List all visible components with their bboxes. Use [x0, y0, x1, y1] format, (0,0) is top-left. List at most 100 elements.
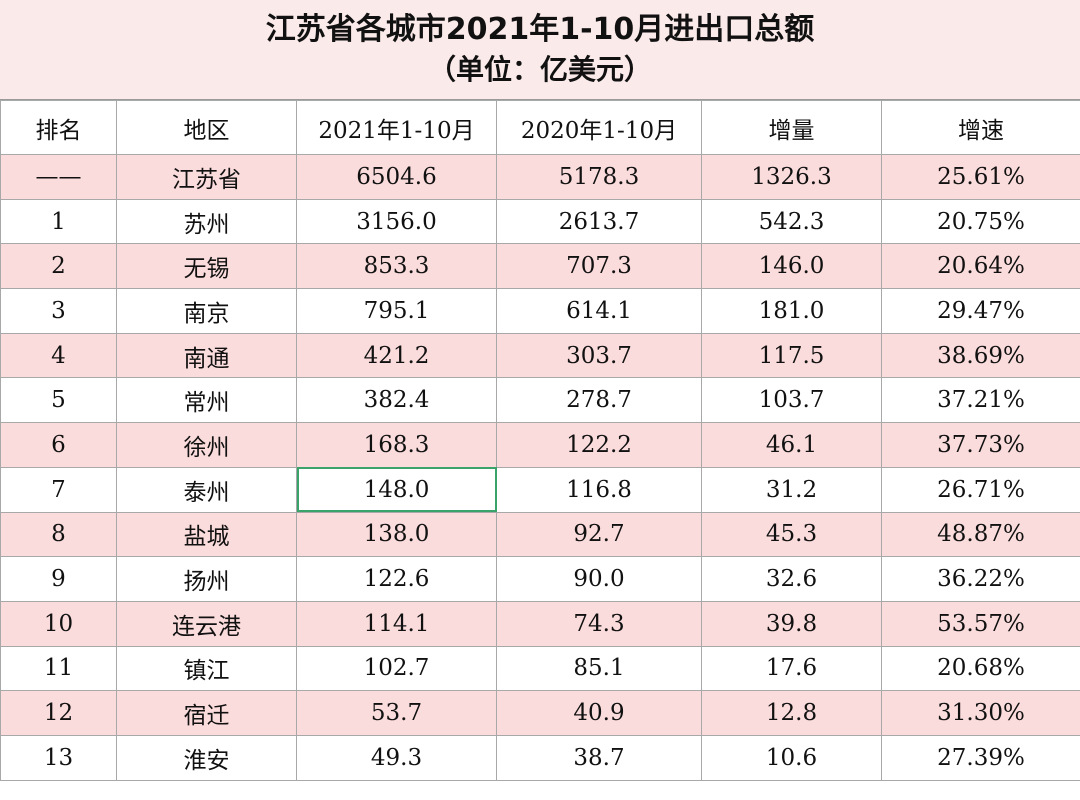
table-subtitle: （单位：亿美元） [427, 53, 652, 86]
cell-rate[interactable]: 37.73% [881, 422, 1080, 468]
cell-area[interactable]: 南通 [116, 332, 297, 379]
cell-area[interactable]: 泰州 [116, 466, 297, 513]
cell-rate[interactable]: 38.69% [881, 332, 1080, 379]
cell-area[interactable]: 无锡 [116, 243, 297, 290]
cell-2021[interactable]: 6504.6 [296, 154, 497, 200]
cell-rank[interactable]: 13 [0, 734, 117, 781]
table-body: —— 江苏省 6504.6 5178.3 1326.3 25.61% 1 苏州 3156.0 26… [0, 154, 1080, 781]
cell-rank[interactable]: 4 [0, 332, 117, 379]
cell-2021[interactable]: 102.7 [296, 645, 497, 692]
cell-2021[interactable]: 168.3 [296, 422, 497, 468]
cell-rate[interactable]: 20.75% [881, 198, 1080, 245]
cell-2021[interactable]: 148.0 [296, 466, 497, 513]
cell-increase[interactable]: 146.0 [701, 243, 882, 290]
cell-2021[interactable]: 122.6 [296, 556, 497, 602]
cell-rank[interactable]: 10 [0, 600, 117, 647]
cell-increase[interactable]: 10.6 [701, 734, 882, 781]
cell-increase[interactable]: 45.3 [701, 511, 882, 558]
cell-2021[interactable]: 795.1 [296, 288, 497, 334]
cell-increase[interactable]: 31.2 [701, 466, 882, 513]
cell-increase[interactable]: 32.6 [701, 556, 882, 602]
cell-rank[interactable]: 6 [0, 422, 117, 468]
cell-area[interactable]: 常州 [116, 377, 297, 424]
data-table: 排名 地区 2021年1-10月 2020年1-10月 增量 增速 —— 江苏省 6… [0, 100, 1080, 781]
cell-rate[interactable]: 20.64% [881, 243, 1080, 290]
cell-increase[interactable]: 181.0 [701, 288, 882, 334]
cell-2021[interactable]: 138.0 [296, 511, 497, 558]
title-block[interactable]: 江苏省各城市2021年1-10月进出口总额 （单位：亿美元） [0, 0, 1080, 100]
cell-increase[interactable]: 39.8 [701, 600, 882, 647]
cell-rate[interactable]: 31.30% [881, 690, 1080, 736]
cell-2020[interactable]: 38.7 [496, 734, 702, 781]
cell-area[interactable]: 徐州 [116, 422, 297, 468]
cell-2020[interactable]: 2613.7 [496, 198, 702, 245]
cell-rank[interactable]: —— [0, 154, 117, 200]
cell-2020[interactable]: 303.7 [496, 332, 702, 379]
cell-area[interactable]: 盐城 [116, 511, 297, 558]
cell-area[interactable]: 扬州 [116, 556, 297, 602]
cell-rate[interactable]: 29.47% [881, 288, 1080, 334]
cell-2021[interactable]: 421.2 [296, 332, 497, 379]
table-row: 10 连云港 114.1 74.3 39.8 53.57% [0, 600, 1080, 647]
cell-rate[interactable]: 20.68% [881, 645, 1080, 692]
cell-2020[interactable]: 74.3 [496, 600, 702, 647]
cell-increase[interactable]: 1326.3 [701, 154, 882, 200]
cell-rank[interactable]: 1 [0, 198, 117, 245]
cell-area[interactable]: 苏州 [116, 198, 297, 245]
cell-area[interactable]: 宿迁 [116, 690, 297, 736]
header-2020[interactable]: 2020年1-10月 [496, 100, 702, 155]
cell-2021[interactable]: 49.3 [296, 734, 497, 781]
cell-rank[interactable]: 7 [0, 466, 117, 513]
table-row: 8 盐城 138.0 92.7 45.3 48.87% [0, 511, 1080, 558]
cell-rank[interactable]: 11 [0, 645, 117, 692]
cell-2020[interactable]: 122.2 [496, 422, 702, 468]
cell-2020[interactable]: 614.1 [496, 288, 702, 334]
cell-area[interactable]: 南京 [116, 288, 297, 334]
cell-rate[interactable]: 53.57% [881, 600, 1080, 647]
cell-increase[interactable]: 17.6 [701, 645, 882, 692]
cell-rate[interactable]: 26.71% [881, 466, 1080, 513]
table-row: 12 宿迁 53.7 40.9 12.8 31.30% [0, 690, 1080, 736]
cell-2020[interactable]: 116.8 [496, 466, 702, 513]
cell-rate[interactable]: 37.21% [881, 377, 1080, 424]
cell-2020[interactable]: 85.1 [496, 645, 702, 692]
cell-area[interactable]: 连云港 [116, 600, 297, 647]
header-increase[interactable]: 增量 [701, 100, 882, 155]
cell-2020[interactable]: 278.7 [496, 377, 702, 424]
cell-rank[interactable]: 3 [0, 288, 117, 334]
table-row: 3 南京 795.1 614.1 181.0 29.47% [0, 288, 1080, 334]
cell-rank[interactable]: 12 [0, 690, 117, 736]
cell-increase[interactable]: 103.7 [701, 377, 882, 424]
header-area[interactable]: 地区 [116, 100, 297, 155]
cell-2020[interactable]: 92.7 [496, 511, 702, 558]
table-row: 11 镇江 102.7 85.1 17.6 20.68% [0, 645, 1080, 692]
cell-increase[interactable]: 46.1 [701, 422, 882, 468]
cell-2021[interactable]: 3156.0 [296, 198, 497, 245]
cell-increase[interactable]: 542.3 [701, 198, 882, 245]
cell-2020[interactable]: 90.0 [496, 556, 702, 602]
cell-2021[interactable]: 853.3 [296, 243, 497, 290]
header-2021[interactable]: 2021年1-10月 [296, 100, 497, 155]
cell-rank[interactable]: 8 [0, 511, 117, 558]
cell-2020[interactable]: 40.9 [496, 690, 702, 736]
cell-area[interactable]: 淮安 [116, 734, 297, 781]
cell-area[interactable]: 镇江 [116, 645, 297, 692]
header-rate[interactable]: 增速 [881, 100, 1080, 155]
header-rank[interactable]: 排名 [0, 100, 117, 155]
cell-rate[interactable]: 25.61% [881, 154, 1080, 200]
cell-2020[interactable]: 5178.3 [496, 154, 702, 200]
cell-increase[interactable]: 117.5 [701, 332, 882, 379]
cell-rank[interactable]: 9 [0, 556, 117, 602]
cell-increase[interactable]: 12.8 [701, 690, 882, 736]
cell-rank[interactable]: 2 [0, 243, 117, 290]
cell-rate[interactable]: 36.22% [881, 556, 1080, 602]
table-title: 江苏省各城市2021年1-10月进出口总额 [265, 12, 815, 47]
cell-2021[interactable]: 114.1 [296, 600, 497, 647]
cell-2021[interactable]: 382.4 [296, 377, 497, 424]
cell-rate[interactable]: 27.39% [881, 734, 1080, 781]
cell-rate[interactable]: 48.87% [881, 511, 1080, 558]
cell-area[interactable]: 江苏省 [116, 154, 297, 200]
cell-2021[interactable]: 53.7 [296, 690, 497, 736]
cell-2020[interactable]: 707.3 [496, 243, 702, 290]
cell-rank[interactable]: 5 [0, 377, 117, 424]
